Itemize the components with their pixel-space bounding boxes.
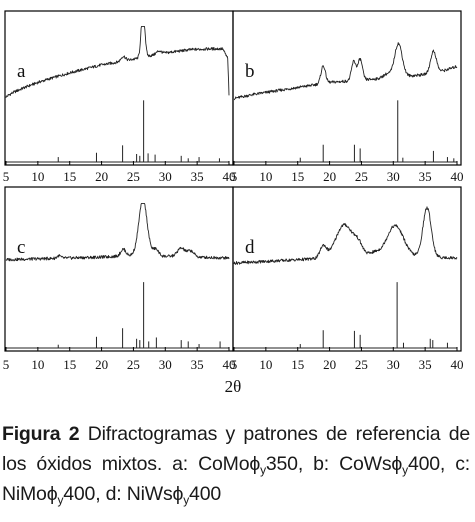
panel-label: b [245, 61, 255, 82]
caption-phi-a: ϕ [249, 453, 261, 475]
x-tick-label: 25 [355, 169, 368, 184]
x-tick-label: 15 [63, 169, 76, 184]
x-tick-label: 30 [387, 169, 400, 184]
measured-pattern-c [5, 202, 230, 262]
measured-pattern-d [233, 206, 458, 265]
caption-text: Difractogramas y patrones de referencia … [2, 423, 471, 475]
x-tick-label: 25 [355, 357, 368, 372]
x-tick-label: 35 [419, 169, 432, 184]
x-tick-label: 20 [95, 357, 108, 372]
caption-sub-b: y [402, 463, 408, 477]
caption-phi-b: ϕ [391, 453, 403, 475]
caption-figure-label: Figura 2 [2, 423, 80, 445]
x-tick-label: 10 [259, 357, 272, 372]
x-tick-label: 30 [387, 357, 400, 372]
x-tick-label: 35 [191, 169, 204, 184]
caption-phi-c: ϕ [46, 483, 58, 505]
caption-phi-d: ϕ [172, 483, 184, 505]
x-tick-label: 10 [259, 169, 272, 184]
x-tick-label: 5 [231, 169, 238, 184]
x-tick-label: 20 [323, 169, 336, 184]
x-tick-label: 40 [223, 357, 236, 372]
panel-a: a 5 10 15 20 25 30 35 40 [3, 10, 236, 184]
x-tick-label: 5 [3, 169, 10, 184]
panel-d: d 5 10 15 20 25 30 35 40 [231, 186, 464, 372]
measured-pattern-b [233, 42, 458, 101]
x-tick-label: 25 [127, 169, 140, 184]
x-tick-label: 15 [63, 357, 76, 372]
panel-label: d [245, 237, 255, 258]
caption-sep-c: , c: NiMo [2, 453, 470, 505]
x-tick-label: 35 [419, 357, 432, 372]
x-tick-label: 20 [95, 169, 108, 184]
x-tick-label: 5 [3, 357, 10, 372]
x-tick-label: 25 [127, 357, 140, 372]
caption-temp-b: 400 [407, 453, 440, 475]
caption-temp-d: 400 [189, 483, 221, 505]
x-tick-label: 30 [159, 357, 172, 372]
panel-frame [232, 186, 462, 352]
x-tick-label: 10 [31, 169, 44, 184]
caption-sep-b: , b: CoWs [297, 453, 392, 475]
panel-b: b 5 10 15 20 25 30 35 40 [231, 10, 464, 184]
caption-sub-c: y [57, 493, 64, 507]
x-tick-label: 15 [291, 169, 304, 184]
x-tick-label: 35 [191, 357, 204, 372]
caption-sub-a: y [260, 463, 266, 477]
x-tick-label: 40 [451, 357, 464, 372]
panel-label: a [17, 61, 26, 82]
panel-frame [4, 186, 234, 352]
caption-temp-c: 400 [63, 483, 96, 505]
caption-sub-d: y [183, 493, 190, 507]
x-tick-label: 40 [451, 169, 464, 184]
measured-pattern-a [5, 25, 230, 98]
x-tick-label: 10 [31, 357, 44, 372]
x-axis-label: 2θ [225, 377, 242, 396]
panel-frame [232, 10, 462, 166]
panel-frame [4, 10, 234, 166]
x-tick-label: 5 [231, 357, 238, 372]
panel-c: c 5 10 15 20 25 30 35 40 [3, 186, 236, 372]
caption-sep-d: , d: NiWs [95, 483, 173, 505]
x-tick-label: 30 [159, 169, 172, 184]
x-tick-label: 40 [223, 169, 236, 184]
figure-caption: Figura 2 Difractogramas y patrones de re… [2, 419, 470, 509]
panel-label: c [17, 237, 25, 258]
caption-temp-a: 350 [265, 453, 298, 475]
x-tick-label: 15 [291, 357, 304, 372]
xrd-figure: a 5 10 15 20 25 30 35 40 b 5 10 15 20 25 30 35 40 c 5 10 15 20… [3, 10, 464, 396]
x-tick-label: 20 [323, 357, 336, 372]
